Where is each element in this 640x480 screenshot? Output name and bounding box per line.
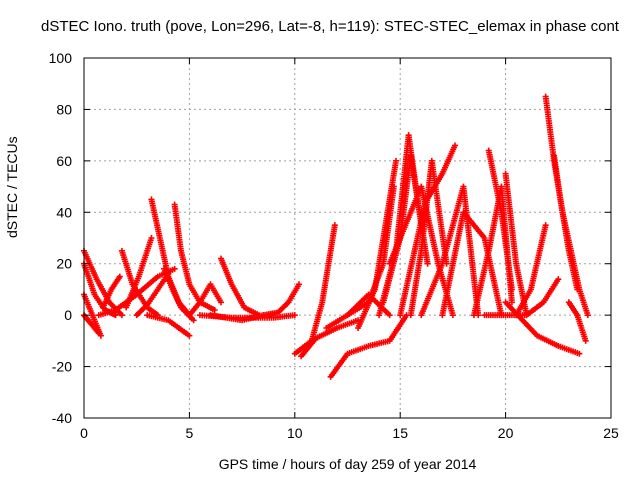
- x-tick-label: 20: [498, 425, 514, 441]
- data-point: [296, 281, 303, 288]
- data-point: [392, 157, 399, 164]
- data-point: [95, 330, 102, 337]
- data-point: [211, 307, 218, 313]
- y-tick-label: -40: [52, 410, 72, 426]
- data-point: [555, 276, 562, 283]
- data-point: [291, 312, 298, 319]
- data-point: [508, 286, 515, 293]
- y-tick-label: 80: [56, 101, 72, 117]
- data-point: [542, 222, 549, 229]
- y-tick-label: 0: [64, 307, 72, 323]
- data-point: [523, 312, 530, 319]
- data-point: [424, 260, 431, 267]
- x-tick-label: 0: [80, 425, 88, 441]
- y-tick-label: 60: [56, 153, 72, 169]
- x-tick-label: 15: [392, 425, 408, 441]
- data-point: [116, 273, 123, 280]
- plot-frame: [83, 57, 612, 419]
- x-tick-label: 5: [186, 425, 194, 441]
- data-point: [218, 299, 225, 306]
- data-point: [186, 332, 193, 339]
- data-point: [171, 265, 178, 272]
- data-point: [576, 350, 583, 357]
- data-point: [582, 337, 589, 344]
- data-point: [148, 235, 155, 241]
- data-point: [190, 317, 197, 324]
- data-point: [449, 312, 456, 319]
- data-point: [386, 312, 393, 319]
- y-tick-label: 100: [49, 50, 73, 66]
- data-point: [574, 286, 581, 293]
- x-axis-label: GPS time / hours of day 259 of year 2014: [218, 456, 477, 472]
- chart-title: dSTEC Iono. truth (pove, Lon=296, Lat=-8…: [41, 18, 619, 35]
- y-tick-label: -20: [52, 359, 72, 375]
- data-point: [584, 312, 591, 319]
- x-tick-label: 25: [603, 425, 619, 441]
- y-tick-label: 40: [56, 204, 72, 220]
- data-point: [118, 312, 125, 319]
- y-tick-label: 20: [56, 256, 72, 272]
- data-point: [452, 142, 459, 149]
- data-point: [112, 312, 119, 319]
- y-axis-label: dSTEC / TECUs: [4, 136, 20, 238]
- data-point: [331, 222, 338, 229]
- x-tick-label: 10: [287, 425, 303, 441]
- data-point: [508, 299, 515, 306]
